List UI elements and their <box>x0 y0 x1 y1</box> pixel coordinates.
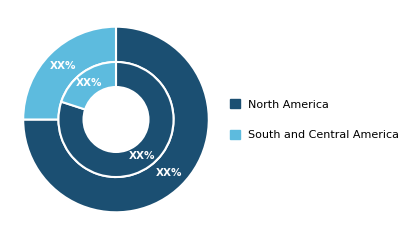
Text: XX%: XX% <box>129 151 156 161</box>
Legend: North America, South and Central America: North America, South and Central America <box>230 99 400 140</box>
Wedge shape <box>23 27 116 120</box>
Wedge shape <box>23 27 209 212</box>
Wedge shape <box>58 62 174 177</box>
Text: XX%: XX% <box>156 168 182 178</box>
Text: XX%: XX% <box>76 78 103 88</box>
Wedge shape <box>61 62 116 109</box>
Text: XX%: XX% <box>50 61 76 71</box>
